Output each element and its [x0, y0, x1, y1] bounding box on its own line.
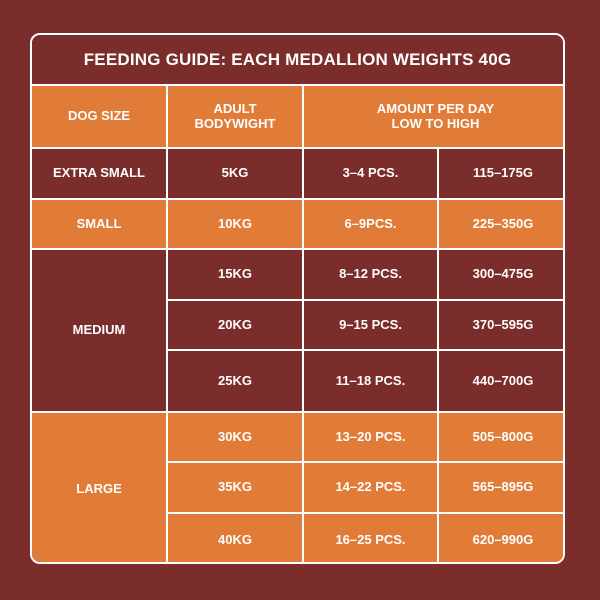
grams-cell: 620–990G	[439, 514, 563, 562]
header-dog-size: DOG SIZE	[32, 86, 168, 149]
bodyweight-cell: 30KG	[168, 413, 304, 463]
dog-size-cell: MEDIUM	[32, 250, 168, 413]
feeding-guide-table: FEEDING GUIDE: EACH MEDALLION WEIGHTS 40…	[30, 33, 565, 564]
pieces-cell: 3–4 PCS.	[304, 149, 439, 200]
pieces-cell: 13–20 PCS.	[304, 413, 439, 463]
dog-size-cell: SMALL	[32, 200, 168, 250]
bodyweight-cell: 35KG	[168, 463, 304, 514]
grams-cell: 115–175G	[439, 149, 563, 200]
bodyweight-cell: 5KG	[168, 149, 304, 200]
pieces-cell: 6–9PCS.	[304, 200, 439, 250]
bodyweight-cell: 10KG	[168, 200, 304, 250]
header-amount-per-day: AMOUNT PER DAY LOW TO HIGH	[304, 86, 563, 149]
table-title: FEEDING GUIDE: EACH MEDALLION WEIGHTS 40…	[32, 35, 563, 86]
grams-cell: 300–475G	[439, 250, 563, 301]
grams-cell: 505–800G	[439, 413, 563, 463]
bodyweight-cell: 20KG	[168, 301, 304, 351]
grams-cell: 225–350G	[439, 200, 563, 250]
pieces-cell: 16–25 PCS.	[304, 514, 439, 562]
bodyweight-cell: 15KG	[168, 250, 304, 301]
pieces-cell: 14–22 PCS.	[304, 463, 439, 514]
bodyweight-cell: 40KG	[168, 514, 304, 562]
header-adult-bodyweight: ADULT BODYWIGHT	[168, 86, 304, 149]
pieces-cell: 9–15 PCS.	[304, 301, 439, 351]
grams-cell: 370–595G	[439, 301, 563, 351]
dog-size-cell: LARGE	[32, 413, 168, 562]
dog-size-cell: EXTRA SMALL	[32, 149, 168, 200]
bodyweight-cell: 25KG	[168, 351, 304, 413]
pieces-cell: 11–18 PCS.	[304, 351, 439, 413]
grams-cell: 440–700G	[439, 351, 563, 413]
pieces-cell: 8–12 PCS.	[304, 250, 439, 301]
grams-cell: 565–895G	[439, 463, 563, 514]
